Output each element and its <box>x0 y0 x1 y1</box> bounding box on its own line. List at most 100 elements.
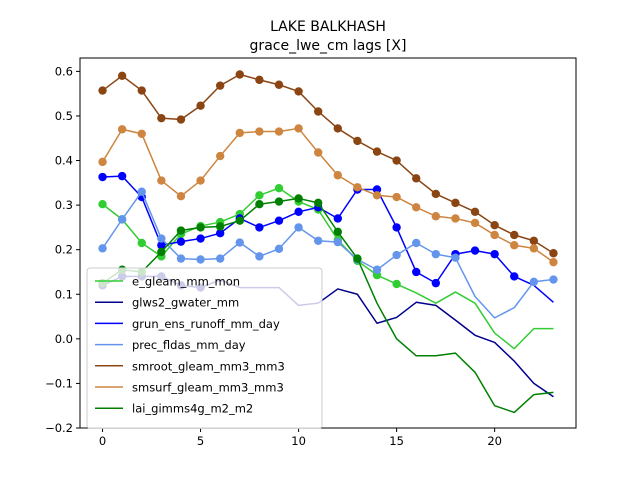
data-point <box>274 197 284 206</box>
x-tick-label: 20 <box>487 434 502 448</box>
data-point <box>117 171 127 181</box>
data-point <box>313 236 323 245</box>
data-point <box>255 75 264 85</box>
y-tick-label: 0.6 <box>55 64 73 78</box>
data-point <box>176 226 186 235</box>
data-point <box>176 191 186 201</box>
x-tick-label: 0 <box>99 434 106 448</box>
data-point <box>294 124 303 133</box>
data-point <box>372 265 382 274</box>
data-point <box>274 183 284 193</box>
legend-label: grun_ens_runoff_mm_day <box>132 317 280 331</box>
y-tick-label: 0.5 <box>55 109 73 123</box>
data-point <box>196 234 205 243</box>
series-smsurf_gleam_mm3_mm3 <box>98 124 558 267</box>
y-tick-label: 0.1 <box>55 287 73 301</box>
data-point <box>255 252 264 261</box>
data-point <box>176 254 186 263</box>
data-point <box>98 86 107 95</box>
data-point <box>235 238 244 247</box>
data-point <box>117 71 127 81</box>
legend-label: smsurf_gleam_mm3_mm3 <box>132 381 284 395</box>
data-point <box>549 257 558 267</box>
plot-frame <box>79 57 577 429</box>
data-point <box>274 216 284 225</box>
data-point <box>117 125 127 134</box>
data-point <box>431 249 441 259</box>
data-point <box>294 223 303 232</box>
data-point <box>333 171 343 180</box>
series-line <box>102 187 554 350</box>
data-point <box>353 183 362 192</box>
data-point <box>274 80 284 89</box>
data-point <box>255 223 264 232</box>
data-point <box>313 148 323 157</box>
data-point <box>412 174 421 183</box>
data-point <box>529 277 539 286</box>
data-point <box>215 81 225 90</box>
data-point <box>137 238 146 248</box>
data-point <box>431 278 441 288</box>
series-line <box>102 197 554 414</box>
x-tick-label: 5 <box>197 434 204 448</box>
data-point <box>157 234 166 243</box>
legend: e_gleam_mm_mon glws2_gwater_mm grun_ens_ru… <box>86 267 323 429</box>
data-point <box>117 215 127 224</box>
data-point <box>294 194 303 203</box>
data-point <box>470 218 480 228</box>
data-point <box>529 236 539 245</box>
legend-label: lai_gimms4g_m2_m2 <box>132 402 253 416</box>
data-point <box>529 244 539 253</box>
data-point <box>196 101 205 110</box>
data-point <box>510 272 519 281</box>
data-point <box>412 238 421 248</box>
data-point <box>215 222 225 231</box>
data-point <box>274 127 284 136</box>
legend-label: smroot_gleam_mm3_mm3 <box>132 359 285 373</box>
data-point <box>176 115 186 124</box>
data-point <box>157 176 166 185</box>
data-point <box>98 244 107 253</box>
data-point <box>274 244 284 253</box>
data-point <box>333 214 343 223</box>
data-point <box>451 214 460 223</box>
data-point <box>490 230 499 240</box>
data-point <box>451 253 460 262</box>
data-point <box>157 241 166 250</box>
data-point <box>431 212 441 221</box>
series-lai_gimms4g_m2_m2 <box>98 194 554 414</box>
data-point <box>392 250 401 260</box>
data-point <box>490 249 499 259</box>
x-tick-label: 10 <box>291 434 306 448</box>
data-point <box>333 237 343 247</box>
data-point <box>353 254 362 263</box>
data-point <box>372 185 382 194</box>
series-line <box>101 190 554 319</box>
data-point <box>333 124 343 133</box>
chart-subtitle: grace_lwe_cm lags [X] <box>250 38 407 54</box>
data-point <box>215 151 225 161</box>
legend-box <box>86 267 323 429</box>
data-point <box>137 86 146 95</box>
data-point <box>353 136 362 146</box>
y-tick-label: −0.1 <box>45 376 73 390</box>
data-point <box>98 157 107 167</box>
data-point <box>510 230 519 240</box>
data-point <box>157 247 166 257</box>
data-point <box>294 207 303 216</box>
data-point <box>510 241 519 250</box>
chart-title: LAKE BALKHASH <box>270 19 386 35</box>
data-point <box>431 189 441 199</box>
data-point <box>549 249 558 258</box>
data-point <box>157 113 166 123</box>
legend-label: prec_fldas_mm_day <box>132 338 246 352</box>
data-point <box>137 129 146 138</box>
y-tick-label: 0.4 <box>55 154 73 168</box>
data-point <box>196 176 205 185</box>
data-point <box>333 227 343 237</box>
data-point <box>196 223 205 232</box>
data-point <box>451 198 460 208</box>
data-point <box>490 220 499 230</box>
legend-label: e_gleam_mm_mon <box>132 275 240 289</box>
